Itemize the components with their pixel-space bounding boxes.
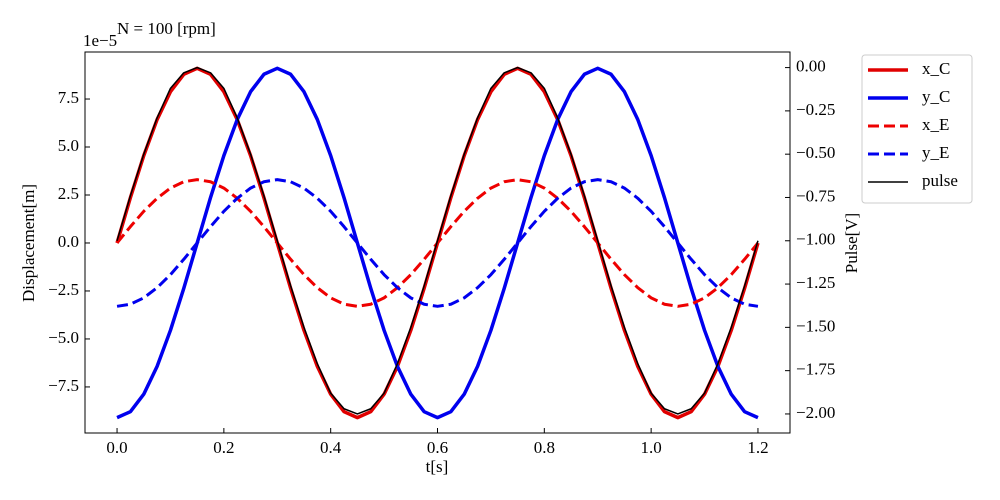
y-tick-label: −5.0 [48,328,79,347]
x-tick-label: 1.0 [641,438,662,457]
y2-tick-label: −1.75 [796,360,835,379]
x-tick-label: 0.4 [320,438,342,457]
x-tick-label: 0.0 [106,438,127,457]
legend-box [861,54,973,204]
y-tick-label: 2.5 [58,184,79,203]
y2-tick-label: −0.50 [796,143,835,162]
x-tick-label: 0.6 [427,438,448,457]
y-tick-label: −2.5 [48,280,79,299]
line-series [116,178,759,308]
legend-label: x_E [922,115,949,134]
y-tick-label: 0.0 [58,232,79,251]
y2-tick-label: −0.75 [796,186,835,205]
y-tick-label: −7.5 [48,376,79,395]
chart-title: N = 100 [rpm] [117,19,216,38]
x-axis-label: t[s] [426,457,449,476]
x-tick-label: 1.2 [747,438,768,457]
y2-tick-label: 0.00 [796,56,826,75]
x-tick-label: 0.2 [213,438,234,457]
legend-label: y_E [922,143,949,162]
x-tick-label: 0.8 [534,438,555,457]
line-series [116,66,759,420]
y2-tick-label: −2.00 [796,403,835,422]
y2-axis-label: Pulse[V] [842,213,861,273]
y2-tick-label: −1.50 [796,316,835,335]
y-tick-label: 5.0 [58,136,79,155]
legend-label: x_C [922,59,950,78]
y2-tick-label: −1.25 [796,273,835,292]
y2-tick-label: −0.25 [796,100,835,119]
legend-label: pulse [922,171,958,190]
y2-tick-label: −1.00 [796,230,835,249]
line-series [116,66,759,415]
plot-frame [84,51,791,434]
offset-label: 1e−5 [83,31,117,50]
legend-label: y_C [922,87,950,106]
y-axis-label: Displacement[m] [19,184,38,302]
y-tick-label: 7.5 [58,88,79,107]
